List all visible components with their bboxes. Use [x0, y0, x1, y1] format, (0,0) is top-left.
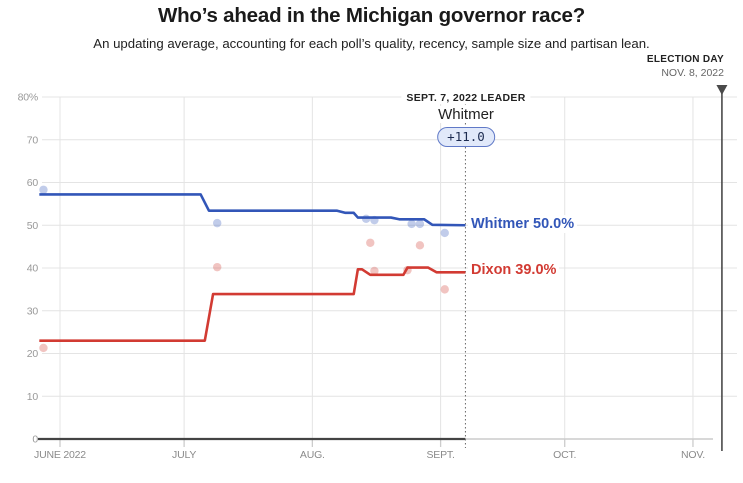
whitmer-poll-dot [415, 219, 425, 229]
x-tick-label: AUG. [300, 449, 325, 461]
y-tick-label: 0 [32, 434, 38, 446]
y-tick-label: 40 [27, 263, 39, 275]
election-day-date: NOV. 8, 2022 [661, 66, 724, 79]
y-tick-label: 80% [18, 92, 38, 104]
dixon-poll-dot [370, 266, 379, 276]
whitmer-poll-dot [407, 219, 416, 229]
y-tick-label: 30 [27, 305, 39, 317]
dixon-poll-dot [39, 343, 48, 353]
dixon-line-label: Dixon 39.0% [468, 261, 560, 279]
dixon-poll-dot [440, 285, 449, 294]
leader-name: Whitmer [432, 106, 500, 123]
whitmer-poll-dot [213, 218, 222, 228]
whitmer-average-line [39, 193, 466, 227]
election-day-label: ELECTION DAY [646, 54, 724, 65]
whitmer-poll-dot [440, 228, 449, 238]
election-day-annotation: ELECTION DAY NOV. 8, 2022 [647, 54, 724, 79]
whitmer-line-label: Whitmer 50.0% [468, 215, 578, 233]
page-subtitle: An updating average, accounting for each… [93, 36, 650, 51]
leader-margin-badge: +11.0 [437, 127, 495, 147]
dixon-poll-dot [366, 238, 375, 247]
dixon-poll-dot [415, 241, 425, 250]
whitmer-poll-dot [39, 185, 48, 194]
y-tick-label: 50 [27, 220, 39, 232]
y-tick-label: 20 [27, 348, 39, 360]
x-tick-label: OCT. [553, 449, 576, 461]
x-tick-label: NOV. [681, 449, 705, 461]
page-title: Who’s ahead in the Michigan governor rac… [157, 4, 586, 27]
leader-caption: SEPT. 7, 2022 LEADER [401, 92, 531, 104]
dixon-average-line [39, 266, 466, 342]
y-tick-label: 60 [27, 177, 39, 189]
election-day-marker-icon [716, 85, 728, 95]
x-tick-label: SEPT. [427, 449, 455, 461]
x-tick-label: JULY [172, 449, 196, 461]
dixon-poll-dot [213, 262, 222, 272]
y-tick-label: 70 [27, 134, 39, 146]
x-tick-label: JUNE 2022 [34, 449, 86, 461]
y-tick-label: 10 [27, 391, 39, 403]
